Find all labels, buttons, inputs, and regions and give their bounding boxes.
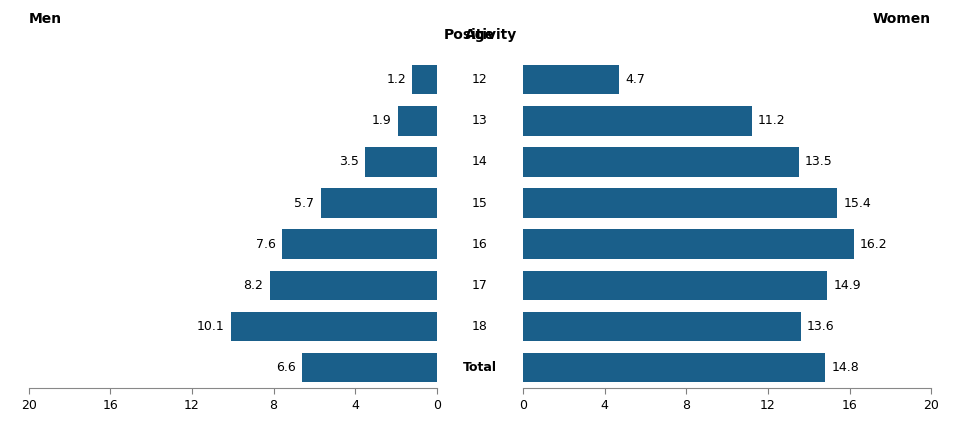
- Text: 13.6: 13.6: [806, 320, 834, 333]
- Text: 14.9: 14.9: [833, 279, 861, 292]
- Text: 10.1: 10.1: [197, 320, 225, 333]
- Bar: [523, 353, 826, 382]
- Bar: [523, 230, 853, 259]
- Text: Age: Age: [465, 28, 495, 42]
- Bar: [523, 65, 619, 95]
- Text: Positivity: Positivity: [444, 28, 516, 42]
- Text: 11.2: 11.2: [757, 114, 785, 127]
- Bar: [523, 188, 837, 218]
- Bar: [230, 312, 437, 341]
- Text: 7.6: 7.6: [255, 238, 276, 251]
- Text: 18: 18: [472, 320, 488, 333]
- Text: 3.5: 3.5: [340, 155, 359, 168]
- Text: 8.2: 8.2: [244, 279, 263, 292]
- Bar: [302, 353, 437, 382]
- Bar: [270, 271, 437, 300]
- Bar: [523, 271, 828, 300]
- Bar: [523, 106, 752, 135]
- Text: 13: 13: [472, 114, 488, 127]
- Text: Men: Men: [29, 12, 62, 26]
- Text: 5.7: 5.7: [295, 197, 315, 210]
- Text: 1.2: 1.2: [387, 73, 406, 86]
- Text: 14: 14: [472, 155, 488, 168]
- Bar: [523, 147, 799, 177]
- Text: 6.6: 6.6: [276, 361, 296, 374]
- Text: 14.8: 14.8: [831, 361, 859, 374]
- Text: 15.4: 15.4: [844, 197, 872, 210]
- Text: 16: 16: [472, 238, 488, 251]
- Text: 12: 12: [472, 73, 488, 86]
- Text: 17: 17: [472, 279, 488, 292]
- Bar: [366, 147, 437, 177]
- Bar: [282, 230, 437, 259]
- Text: 16.2: 16.2: [860, 238, 887, 251]
- Text: 15: 15: [472, 197, 488, 210]
- Text: Women: Women: [873, 12, 931, 26]
- Text: Total: Total: [463, 361, 497, 374]
- Bar: [523, 312, 801, 341]
- Bar: [413, 65, 437, 95]
- Text: 1.9: 1.9: [372, 114, 392, 127]
- Bar: [398, 106, 437, 135]
- Text: 4.7: 4.7: [625, 73, 645, 86]
- Bar: [321, 188, 437, 218]
- Text: 13.5: 13.5: [804, 155, 832, 168]
